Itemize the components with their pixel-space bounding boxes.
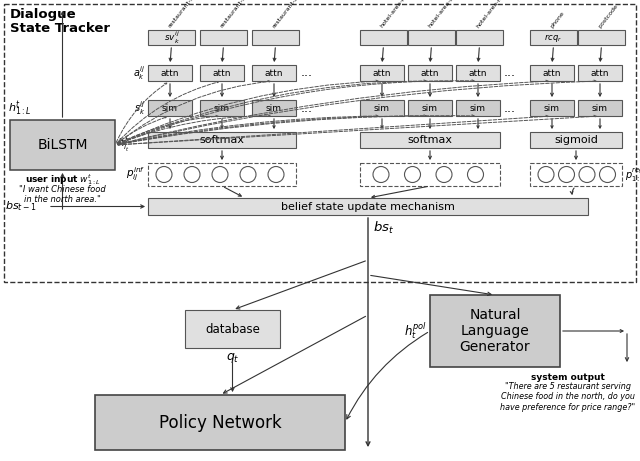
Bar [408, 30, 455, 45]
Text: restaurant-area-not_mention: restaurant-area-not_mention [271, 0, 332, 29]
Text: sim: sim [544, 104, 560, 112]
Text: Natural
Language
Generator: Natural Language Generator [460, 308, 531, 354]
Text: attn: attn [591, 69, 609, 77]
Bar [578, 65, 622, 81]
Bar [148, 198, 588, 215]
Text: sim: sim [214, 104, 230, 112]
Text: $bs_t$: $bs_t$ [373, 220, 394, 236]
Text: $p^{inf}_{ij}$: $p^{inf}_{ij}$ [126, 166, 145, 183]
Bar [360, 30, 407, 45]
Bar [148, 132, 296, 148]
Text: ...: ... [301, 66, 313, 79]
Text: hotel-area-south: hotel-area-south [428, 0, 463, 29]
Bar [408, 100, 452, 116]
Bar [10, 120, 115, 170]
Bar [200, 30, 247, 45]
Text: $\mathbf{user\ input}\ w^t_{1:L}$: $\mathbf{user\ input}\ w^t_{1:L}$ [24, 172, 100, 187]
Bar [530, 163, 622, 186]
Text: sim: sim [266, 104, 282, 112]
Text: $h^t_{l_t}$: $h^t_{l_t}$ [117, 136, 130, 154]
Bar [252, 65, 296, 81]
Text: $p^{reg}_{1:R}$: $p^{reg}_{1:R}$ [625, 167, 640, 184]
Text: hotel-area-not_mention: hotel-area-not_mention [475, 0, 525, 29]
Text: system output: system output [531, 373, 605, 382]
Bar [578, 30, 625, 45]
Text: attn: attn [468, 69, 487, 77]
Bar [530, 65, 574, 81]
Bar [430, 295, 560, 367]
Text: $h^{pol}_t$: $h^{pol}_t$ [404, 320, 427, 342]
Bar [530, 30, 577, 45]
Bar [530, 100, 574, 116]
Text: $a^{ij}_k$: $a^{ij}_k$ [132, 64, 145, 82]
Bar [185, 310, 280, 348]
Text: sim: sim [374, 104, 390, 112]
Bar [456, 100, 500, 116]
Text: Policy Network: Policy Network [159, 414, 282, 431]
Bar [252, 30, 299, 45]
Text: attn: attn [543, 69, 561, 77]
Bar [148, 100, 192, 116]
Text: attn: attn [265, 69, 284, 77]
Text: $rcq_r$: $rcq_r$ [545, 31, 563, 43]
Bar [360, 163, 500, 186]
Bar [360, 100, 404, 116]
Bar [360, 132, 500, 148]
Text: ...: ... [301, 101, 313, 114]
Text: "I want Chinese food
in the north area.": "I want Chinese food in the north area." [19, 185, 106, 204]
Bar [408, 65, 452, 81]
Bar [456, 30, 503, 45]
Text: sim: sim [422, 104, 438, 112]
Bar [200, 65, 244, 81]
Text: ...: ... [504, 66, 516, 79]
Text: Dialogue
State Tracker: Dialogue State Tracker [10, 8, 110, 35]
Text: sigmoid: sigmoid [554, 135, 598, 145]
Text: attn: attn [420, 69, 439, 77]
Bar [148, 30, 195, 45]
Text: database: database [205, 323, 260, 336]
Text: restaurant-area-south: restaurant-area-south [220, 0, 266, 29]
Text: belief state update mechanism: belief state update mechanism [281, 201, 455, 212]
Text: sim: sim [162, 104, 178, 112]
Text: hotel-area-north: hotel-area-north [380, 0, 415, 29]
Text: attn: attn [161, 69, 179, 77]
Bar [95, 395, 345, 450]
Text: $sv^{ij}_k$: $sv^{ij}_k$ [164, 30, 179, 46]
Bar [456, 65, 500, 81]
Text: postcode: postcode [598, 3, 620, 29]
Text: restaurant-area-north: restaurant-area-north [168, 0, 214, 29]
Text: ...: ... [504, 101, 516, 114]
Bar [252, 100, 296, 116]
Bar [148, 65, 192, 81]
Text: phone: phone [550, 10, 566, 29]
Bar [4, 4, 636, 282]
Text: softmax: softmax [200, 135, 244, 145]
Text: $bs_{t-1}$: $bs_{t-1}$ [5, 200, 36, 213]
Text: attn: attn [212, 69, 231, 77]
Text: $q_t$: $q_t$ [226, 351, 239, 365]
Bar [530, 132, 622, 148]
Text: sim: sim [592, 104, 608, 112]
Text: $s^{ij}_k$: $s^{ij}_k$ [134, 99, 145, 117]
Text: BiLSTM: BiLSTM [37, 138, 88, 152]
Text: sim: sim [470, 104, 486, 112]
Text: attn: attn [372, 69, 391, 77]
Text: $h^t_{1:L}$: $h^t_{1:L}$ [8, 100, 31, 118]
Text: softmax: softmax [408, 135, 452, 145]
Text: "There are 5 restaurant serving
Chinese food in the north, do you
have preferenc: "There are 5 restaurant serving Chinese … [500, 382, 636, 412]
Bar [200, 100, 244, 116]
Bar [148, 163, 296, 186]
Bar [578, 100, 622, 116]
Bar [360, 65, 404, 81]
